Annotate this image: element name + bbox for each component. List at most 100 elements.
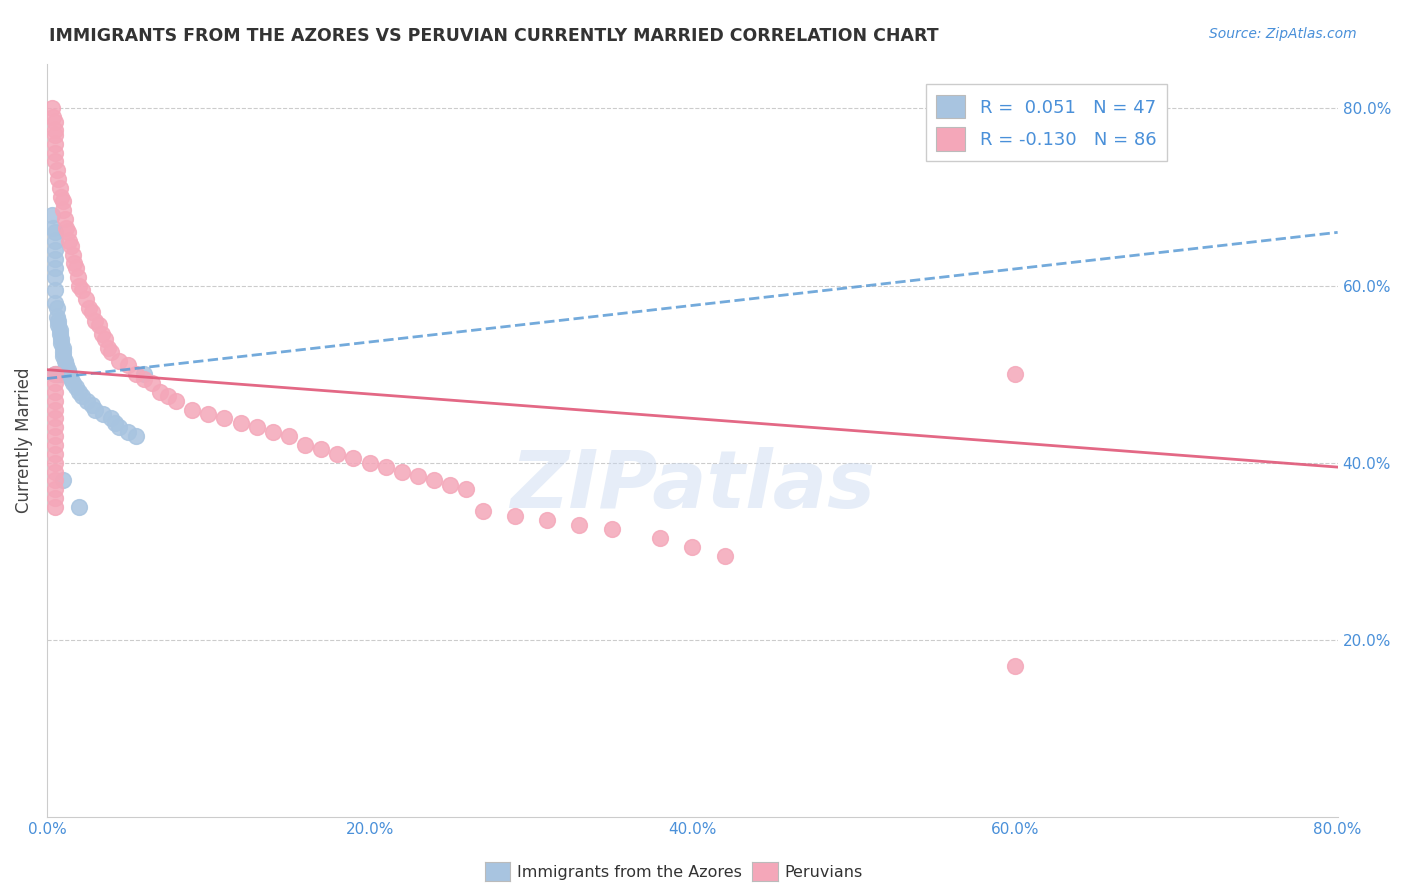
Point [44, 128, 66, 142]
Point [391, 465, 413, 479]
Point [456, 482, 478, 496]
Point [1004, 367, 1026, 381]
Point [44, 482, 66, 496]
Point [503, 508, 526, 523]
Point [87, 318, 110, 333]
Point [42, 110, 65, 124]
Point [44, 243, 66, 257]
Point [44, 114, 66, 128]
Point [65, 260, 87, 275]
Point [55, 358, 77, 372]
Point [52, 345, 75, 359]
Point [44, 491, 66, 505]
Point [52, 341, 75, 355]
Point [44, 474, 66, 488]
Point [326, 447, 349, 461]
Point [44, 145, 66, 160]
Point [44, 296, 66, 310]
Point [246, 420, 269, 434]
Point [44, 429, 66, 443]
Point [229, 416, 252, 430]
Point [52, 350, 75, 364]
Point [648, 531, 671, 545]
Point [66, 269, 89, 284]
Point [49, 323, 72, 337]
Point [75, 292, 97, 306]
Point [423, 474, 446, 488]
Point [80, 398, 103, 412]
Point [49, 327, 72, 342]
Point [84, 314, 107, 328]
Point [49, 181, 72, 195]
Point [63, 256, 86, 270]
Point [214, 411, 236, 425]
Point [277, 429, 299, 443]
Point [53, 353, 76, 368]
Point [44, 123, 66, 137]
Point [471, 504, 494, 518]
Point [44, 269, 66, 284]
Point [52, 194, 75, 209]
Point [117, 425, 139, 439]
Point [51, 367, 73, 381]
Point [67, 384, 90, 399]
Point [41, 208, 63, 222]
Point [132, 371, 155, 385]
Text: ZIPatlas: ZIPatlas [510, 447, 875, 524]
Point [44, 456, 66, 470]
Point [1004, 659, 1026, 673]
Point [46, 318, 69, 333]
Point [156, 389, 179, 403]
Point [45, 163, 67, 178]
Point [41, 101, 63, 115]
Point [45, 310, 67, 324]
Point [44, 234, 66, 248]
Point [681, 540, 703, 554]
Point [262, 425, 284, 439]
Point [46, 367, 69, 381]
Point [104, 416, 127, 430]
Point [44, 402, 66, 417]
Point [359, 456, 381, 470]
Point [46, 172, 69, 186]
Point [44, 438, 66, 452]
Point [165, 393, 187, 408]
Point [67, 278, 90, 293]
Point [58, 234, 80, 248]
Point [90, 327, 112, 342]
Point [51, 190, 73, 204]
Point [44, 384, 66, 399]
Point [84, 402, 107, 417]
Point [77, 301, 100, 315]
Point [406, 469, 429, 483]
Point [439, 478, 461, 492]
Point [149, 384, 172, 399]
Point [309, 442, 332, 457]
Point [97, 341, 120, 355]
Y-axis label: Currently Married: Currently Married [15, 368, 32, 513]
Point [93, 407, 115, 421]
Text: IMMIGRANTS FROM THE AZORES VS PERUVIAN CURRENTLY MARRIED CORRELATION CHART: IMMIGRANTS FROM THE AZORES VS PERUVIAN C… [49, 27, 939, 45]
Point [94, 332, 117, 346]
Point [44, 411, 66, 425]
Point [56, 225, 79, 239]
Point [46, 314, 69, 328]
Point [141, 376, 163, 390]
Point [53, 212, 76, 227]
Point [76, 393, 98, 408]
Point [342, 451, 364, 466]
Point [108, 420, 131, 434]
Point [44, 367, 66, 381]
Point [108, 353, 131, 368]
Point [60, 371, 83, 385]
Point [65, 380, 87, 394]
Point [124, 367, 146, 381]
Text: Source: ZipAtlas.com: Source: ZipAtlas.com [1209, 27, 1357, 41]
Point [44, 283, 66, 297]
Point [49, 367, 72, 381]
Point [52, 203, 75, 218]
Point [72, 389, 94, 403]
Point [42, 221, 65, 235]
Point [44, 393, 66, 408]
Point [44, 260, 66, 275]
